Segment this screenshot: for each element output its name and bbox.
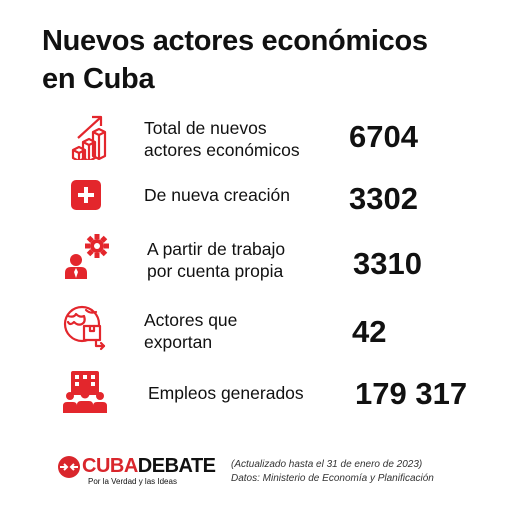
title-line-1: Nuevos actores económicos — [42, 25, 428, 57]
brand-name: CUBADEBATE — [82, 455, 216, 477]
globe-export-icon — [63, 305, 106, 351]
brand-tagline: Por la Verdad y las Ideas — [88, 477, 177, 486]
stat-label-self-employed: A partir de trabajo por cuenta propia — [147, 239, 286, 281]
plus-icon — [71, 180, 101, 210]
people-building-icon — [63, 371, 107, 413]
cubadebate-logo-icon — [58, 456, 80, 478]
growth-bars-icon — [71, 115, 107, 160]
source-note: Datos: Ministerio de Economía y Planific… — [231, 473, 434, 484]
page-title: Nuevos actores económicos en Cuba — [42, 22, 482, 98]
stat-value-new: 3302 — [349, 181, 418, 216]
stat-label-total: Total de nuevos actores económicos — [144, 118, 300, 160]
stat-label-new: De nueva creación — [144, 185, 290, 205]
worker-gear-icon — [65, 234, 109, 279]
stat-label-exporters: Actores que exportan — [144, 310, 238, 352]
stat-value-self-employed: 3310 — [353, 246, 422, 281]
stat-label-jobs: Empleos generados — [148, 383, 304, 403]
title-line-2: en Cuba — [42, 63, 155, 95]
update-note: (Actualizado hasta el 31 de enero de 202… — [231, 459, 423, 470]
stat-value-exporters: 42 — [352, 314, 387, 349]
stat-value-total: 6704 — [349, 119, 418, 154]
stat-value-jobs: 179 317 — [355, 376, 468, 411]
